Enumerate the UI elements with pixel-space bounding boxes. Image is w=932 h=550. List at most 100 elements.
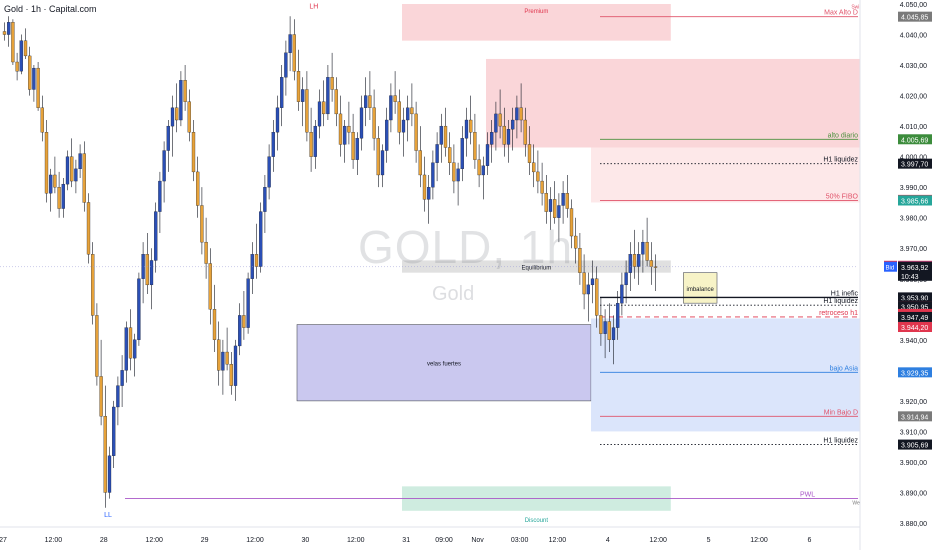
candle-body-80 xyxy=(338,113,343,145)
candle-body-65 xyxy=(275,107,280,133)
level-label-8: Min Bajo D xyxy=(824,409,858,416)
candle-body-141 xyxy=(595,278,599,316)
candle-body-72 xyxy=(305,89,309,133)
price-badge-18: 3.929,35 xyxy=(901,370,928,377)
price-badge-9: 3.963,92 xyxy=(901,265,928,272)
candle-body-118 xyxy=(498,113,502,127)
candle-body-11 xyxy=(49,174,53,194)
candle-body-143 xyxy=(603,321,607,334)
price-badge-bg-16 xyxy=(898,311,932,322)
candle-body-109 xyxy=(460,138,464,170)
candle-body-89 xyxy=(376,138,380,176)
price-badge-bg-19 xyxy=(898,411,932,422)
level-label-3: 50% FIBO xyxy=(826,193,859,200)
candle-body-101 xyxy=(427,187,431,200)
candle-body-48 xyxy=(204,241,208,264)
candle-body-31 xyxy=(133,339,137,359)
candle-body-144 xyxy=(607,321,611,340)
level-label-1: alto diario xyxy=(828,132,858,139)
candle-body-134 xyxy=(565,193,569,209)
candle-body-61 xyxy=(259,211,263,267)
price-badge-bg-2 xyxy=(898,158,932,169)
candle-body-124 xyxy=(523,119,527,145)
candle-body-5 xyxy=(23,40,28,57)
candle-body-153 xyxy=(645,241,649,261)
candle-body-146 xyxy=(616,303,620,328)
candle-body-115 xyxy=(485,144,490,166)
level-label-9: H1 liquidez xyxy=(823,438,858,445)
candle-body-27 xyxy=(116,385,120,408)
candle-body-36 xyxy=(154,211,158,261)
symbol-title[interactable]: Gold · 1h · Capital.com xyxy=(4,4,97,14)
level-label-2: H1 liquidez xyxy=(823,157,858,164)
candle-body-147 xyxy=(620,284,624,304)
time-tick-11: 03:00 xyxy=(511,537,529,544)
candle-body-38 xyxy=(162,150,166,182)
candle-body-39 xyxy=(166,125,170,151)
price-tick-14: 4.020,00 xyxy=(900,94,927,101)
candle-body-43 xyxy=(183,80,187,102)
candle-body-44 xyxy=(187,101,191,133)
candle-body-152 xyxy=(641,241,645,255)
quote-tag-1: Bid xyxy=(886,266,895,272)
zone-6 xyxy=(683,272,718,304)
candle-body-23 xyxy=(99,376,103,417)
candle-body-40 xyxy=(170,107,175,127)
candle-body-19 xyxy=(82,153,86,203)
candle-body-142 xyxy=(599,315,603,334)
candle-body-136 xyxy=(574,235,578,249)
candle-body-62 xyxy=(263,187,267,212)
candle-body-99 xyxy=(418,150,422,176)
candle-body-88 xyxy=(372,107,376,139)
candle-body-148 xyxy=(624,272,628,286)
candle-body-107 xyxy=(452,162,456,182)
price-tick-12: 4.000,00 xyxy=(900,155,927,162)
candle-body-37 xyxy=(158,180,162,212)
candle-body-140 xyxy=(590,278,595,286)
price-badge-16: 3.947,49 xyxy=(901,315,928,322)
candle-body-137 xyxy=(578,248,582,273)
candle-body-55 xyxy=(233,345,238,386)
candle-body-2 xyxy=(11,22,15,63)
time-tick-2: 28 xyxy=(100,537,108,544)
time-tick-0: 27 xyxy=(0,537,7,544)
candle-body-131 xyxy=(553,199,557,218)
candle-body-83 xyxy=(351,132,355,160)
time-tick-9: 09:00 xyxy=(435,537,453,544)
zone-7 xyxy=(402,260,671,273)
time-tick-14: 12:00 xyxy=(649,537,667,544)
candle-body-91 xyxy=(385,119,389,151)
candle-body-93 xyxy=(393,95,397,102)
price-badge-5: 3.985,66 xyxy=(901,198,928,205)
candle-body-10 xyxy=(44,132,49,194)
watermark-symbol: GOLD, 1h xyxy=(358,221,574,273)
candle-body-78 xyxy=(330,77,334,90)
candle-body-132 xyxy=(557,205,561,218)
price-tick-15: 4.030,00 xyxy=(900,63,927,70)
candle-body-139 xyxy=(586,284,590,295)
candle-body-111 xyxy=(469,119,473,133)
candle-body-102 xyxy=(431,162,435,188)
zone-0 xyxy=(402,4,671,41)
price-tick-16: 4.040,00 xyxy=(900,33,927,40)
price-tick-9: 3.970,00 xyxy=(900,246,927,253)
candle-body-82 xyxy=(347,125,351,133)
candle-body-51 xyxy=(217,339,221,371)
time-tick-16: 12:00 xyxy=(750,537,768,544)
candle-body-6 xyxy=(28,55,32,90)
price-badge-2: 3.997,70 xyxy=(901,162,928,169)
candle-body-71 xyxy=(301,89,305,102)
candle-body-119 xyxy=(502,125,506,145)
candle-body-117 xyxy=(494,113,498,133)
candle-body-112 xyxy=(473,132,477,160)
candle-body-129 xyxy=(544,193,548,212)
price-tick-2: 3.900,00 xyxy=(900,460,927,467)
price-tick-17: 4.050,00 xyxy=(900,2,927,9)
price-tick-10: 3.980,00 xyxy=(900,216,927,223)
candle-body-85 xyxy=(359,107,364,139)
candle-body-95 xyxy=(401,119,406,133)
swing-label-0: LH xyxy=(309,4,318,11)
price-tick-13: 4.010,00 xyxy=(900,124,927,131)
